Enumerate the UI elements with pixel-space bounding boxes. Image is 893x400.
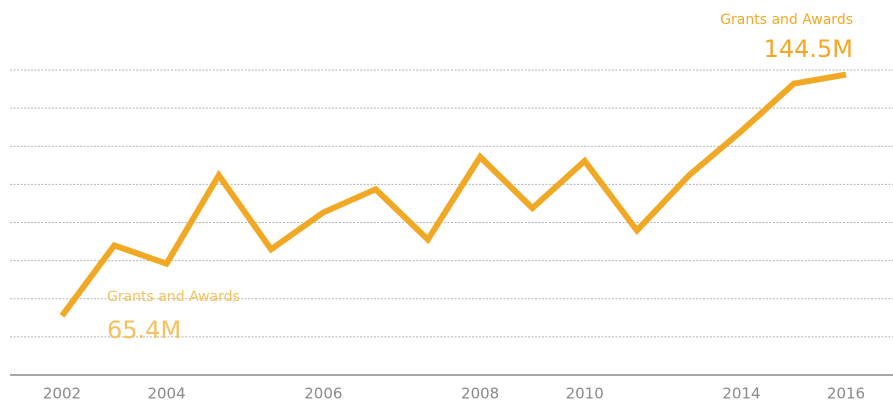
annotation-name: Grants and Awards — [720, 12, 853, 28]
annotation-value: 65.4M — [107, 316, 181, 344]
data-line — [59, 71, 847, 318]
x-tick-label: 2008 — [461, 385, 499, 400]
x-tick-label: 2006 — [304, 385, 342, 400]
annotation-name: Grants and Awards — [107, 289, 240, 305]
x-tick-label: 2010 — [566, 385, 604, 400]
x-tick-label: 2002 — [43, 385, 81, 400]
annotation-value: 144.5M — [764, 35, 853, 63]
x-tick-label: 2014 — [722, 385, 760, 400]
x-tick-label: 2004 — [147, 385, 185, 400]
x-tick-label: 2016 — [827, 385, 865, 400]
